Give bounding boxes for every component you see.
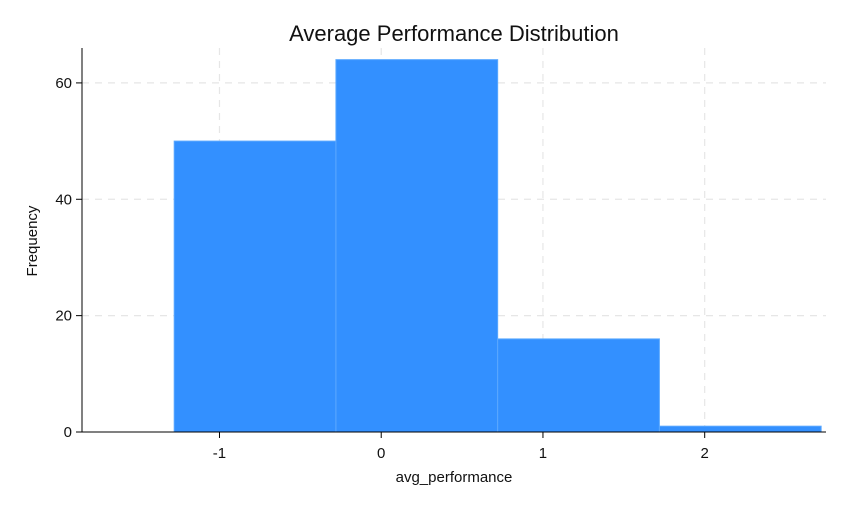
x-tick-label: -1 (213, 445, 226, 462)
y-tick-label: 60 (55, 75, 72, 92)
x-ticks: -1 0 1 2 (213, 432, 709, 462)
x-tick-label: 2 (701, 445, 709, 462)
axes (81, 48, 826, 433)
x-tick-label: 1 (539, 445, 547, 462)
histogram-bar (658, 425, 822, 433)
y-tick-label: 20 (55, 308, 72, 325)
x-axis-label: avg_performance (396, 469, 513, 486)
y-tick-label: 40 (55, 191, 72, 208)
histogram-bar (173, 140, 337, 433)
x-tick-label: 0 (377, 445, 385, 462)
bars (173, 59, 822, 433)
histogram-bar (335, 59, 499, 433)
y-ticks: 0 20 40 60 (55, 75, 82, 441)
histogram-bar (497, 338, 660, 433)
chart-title: Average Performance Distribution (289, 21, 619, 46)
y-axis-label: Frequency (24, 205, 41, 276)
y-tick-label: 0 (64, 424, 72, 441)
